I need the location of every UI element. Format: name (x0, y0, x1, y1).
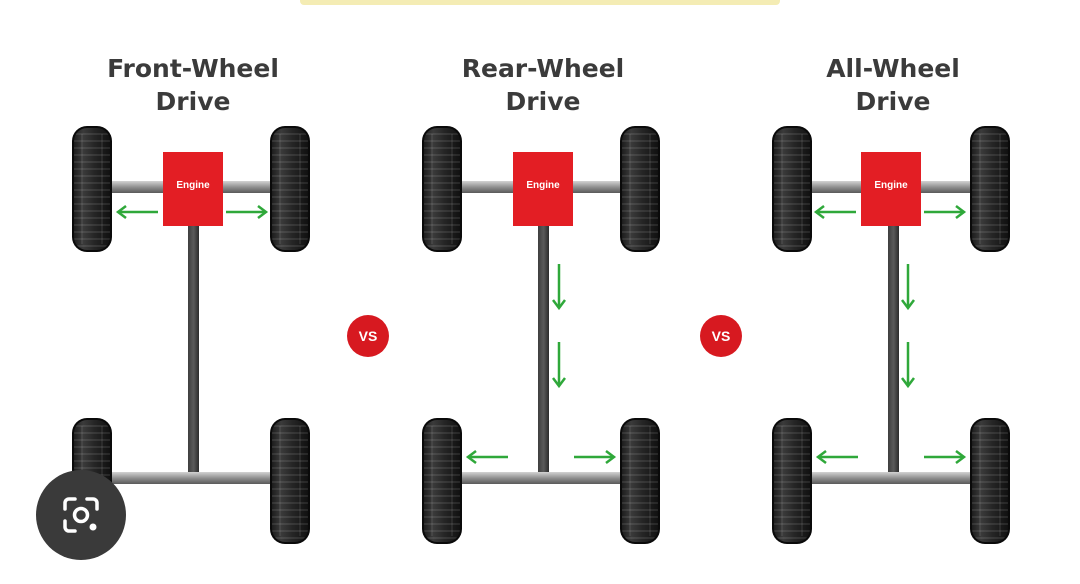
front-left-wheel (422, 126, 462, 252)
arrow-down-icon (901, 342, 915, 389)
arrow-left-icon (813, 205, 856, 219)
arrow-left-icon (815, 450, 858, 464)
rear-axle (108, 472, 276, 484)
arrow-right-icon (924, 450, 967, 464)
title-line-1: Rear-Wheel (461, 54, 625, 83)
frame-rail (188, 225, 199, 472)
arrow-left-icon (115, 205, 158, 219)
title-rear-wheel-drive: Rear-Wheel Drive (423, 52, 663, 118)
front-left-wheel (72, 126, 112, 252)
arrow-down-icon (901, 264, 915, 311)
arrow-left-icon (465, 450, 508, 464)
arrow-right-icon (574, 450, 617, 464)
title-line-1: All-Wheel (826, 54, 960, 83)
arrow-right-icon (924, 205, 967, 219)
rear-right-wheel (620, 418, 660, 544)
arrow-right-icon (226, 205, 269, 219)
rear-right-wheel (270, 418, 310, 544)
vs-badge: VS (700, 315, 742, 357)
top-banner-strip (300, 0, 780, 5)
front-right-wheel (620, 126, 660, 252)
title-line-2: Drive (505, 87, 581, 116)
arrow-down-icon (552, 342, 566, 389)
drive-shaft (538, 225, 549, 472)
rear-left-wheel (772, 418, 812, 544)
engine-block: Engine (163, 152, 223, 226)
rear-axle (458, 472, 626, 484)
title-all-wheel-drive: All-Wheel Drive (773, 52, 1013, 118)
engine-label: Engine (176, 180, 210, 191)
rear-right-wheel (970, 418, 1010, 544)
vs-badge: VS (347, 315, 389, 357)
rear-axle (808, 472, 976, 484)
rear-left-wheel (422, 418, 462, 544)
title-line-2: Drive (855, 87, 931, 116)
front-left-wheel (772, 126, 812, 252)
front-right-wheel (970, 126, 1010, 252)
visual-search-lens-icon (63, 497, 99, 533)
title-front-wheel-drive: Front-Wheel Drive (73, 52, 313, 118)
visual-search-lens-button[interactable] (36, 470, 126, 560)
engine-block: Engine (861, 152, 921, 226)
drive-shaft (888, 225, 899, 472)
engine-block: Engine (513, 152, 573, 226)
engine-label: Engine (874, 180, 908, 191)
arrow-down-icon (552, 264, 566, 311)
engine-label: Engine (526, 180, 560, 191)
title-line-1: Front-Wheel (107, 54, 279, 83)
front-right-wheel (270, 126, 310, 252)
title-line-2: Drive (155, 87, 231, 116)
